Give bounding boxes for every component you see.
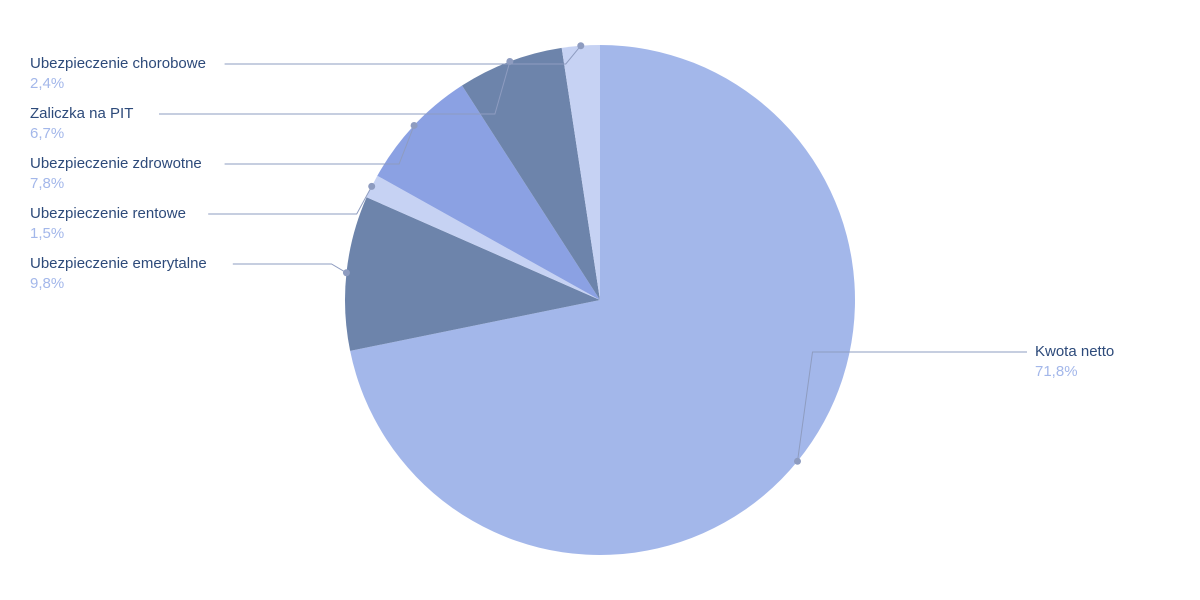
slice-label-pct: 7,8% [30, 175, 64, 192]
slice-label-name: Ubezpieczenie emerytalne [30, 255, 207, 272]
leader-dot [368, 183, 375, 190]
slice-label-name: Ubezpieczenie rentowe [30, 205, 186, 222]
slice-label-pct: 71,8% [1035, 363, 1078, 380]
slice-label-name: Ubezpieczenie chorobowe [30, 55, 206, 72]
slice-label-name: Ubezpieczenie zdrowotne [30, 155, 202, 172]
slice-label-pct: 6,7% [30, 125, 64, 142]
slice-label-pct: 9,8% [30, 275, 64, 292]
leader-line [233, 264, 347, 273]
leader-line [208, 186, 372, 214]
salary-breakdown-pie-chart: Kwota netto 71,8% Ubezpieczenie emerytalne… [0, 0, 1200, 600]
slice-label-name: Kwota netto [1035, 343, 1114, 360]
slice-label-name: Zaliczka na PIT [30, 105, 133, 122]
slice-label-pct: 1,5% [30, 225, 64, 242]
slice-label-pct: 2,4% [30, 75, 64, 92]
leader-line [225, 125, 415, 164]
